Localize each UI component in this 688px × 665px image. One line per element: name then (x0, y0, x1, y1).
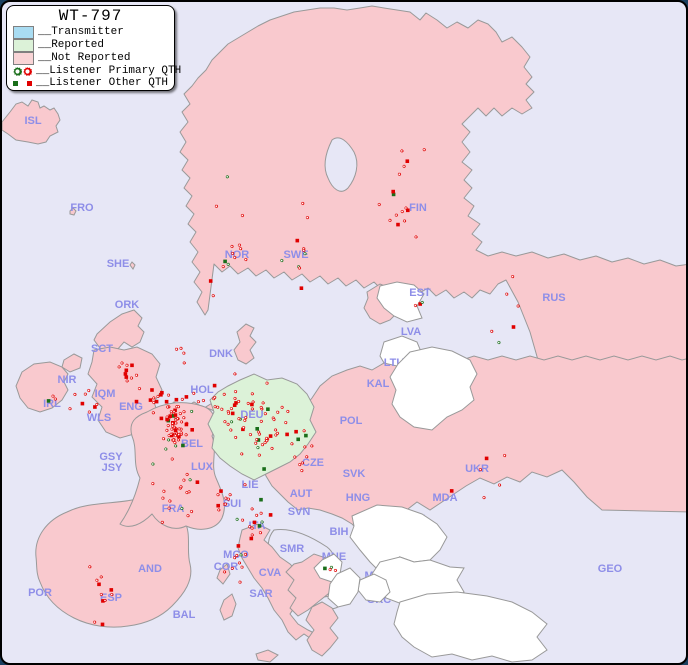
svg-text:SHE: SHE (107, 258, 130, 270)
svg-text:BIH: BIH (330, 526, 349, 538)
svg-text:IRL: IRL (43, 398, 61, 410)
svg-text:HNG: HNG (346, 492, 370, 504)
svg-text:CZE: CZE (302, 457, 324, 469)
svg-text:EST: EST (409, 287, 431, 299)
svg-text:ORK: ORK (115, 299, 140, 311)
svg-text:IQM: IQM (95, 388, 116, 400)
svg-text:ISL: ISL (24, 115, 41, 127)
svg-text:AND: AND (138, 563, 162, 575)
svg-text:DNK: DNK (209, 348, 233, 360)
svg-text:DEU: DEU (240, 409, 263, 421)
svg-text:LVA: LVA (401, 326, 421, 338)
svg-text:UKR: UKR (465, 463, 489, 475)
svg-text:CVA: CVA (259, 567, 281, 579)
svg-text:SCT: SCT (91, 343, 113, 355)
svg-text:SMR: SMR (280, 543, 305, 555)
svg-text:BAL: BAL (173, 609, 196, 621)
svg-text:KAL: KAL (367, 378, 390, 390)
svg-text:MDA: MDA (432, 492, 457, 504)
svg-text:FIN: FIN (409, 202, 427, 214)
svg-text:SVN: SVN (288, 506, 311, 518)
svg-text:NIR: NIR (58, 374, 77, 386)
svg-text:SAR: SAR (249, 588, 272, 600)
svg-text:ENG: ENG (119, 401, 143, 413)
svg-text:WLS: WLS (87, 412, 111, 424)
svg-text:POR: POR (28, 587, 52, 599)
svg-text:FRO: FRO (70, 202, 94, 214)
svg-text:GEO: GEO (598, 563, 623, 575)
svg-text:JSY: JSY (102, 462, 123, 474)
svg-text:RUS: RUS (542, 292, 565, 304)
svg-text:SVK: SVK (343, 468, 366, 480)
svg-text:AUT: AUT (290, 488, 313, 500)
svg-text:LUX: LUX (191, 461, 214, 473)
svg-text:POL: POL (340, 415, 363, 427)
